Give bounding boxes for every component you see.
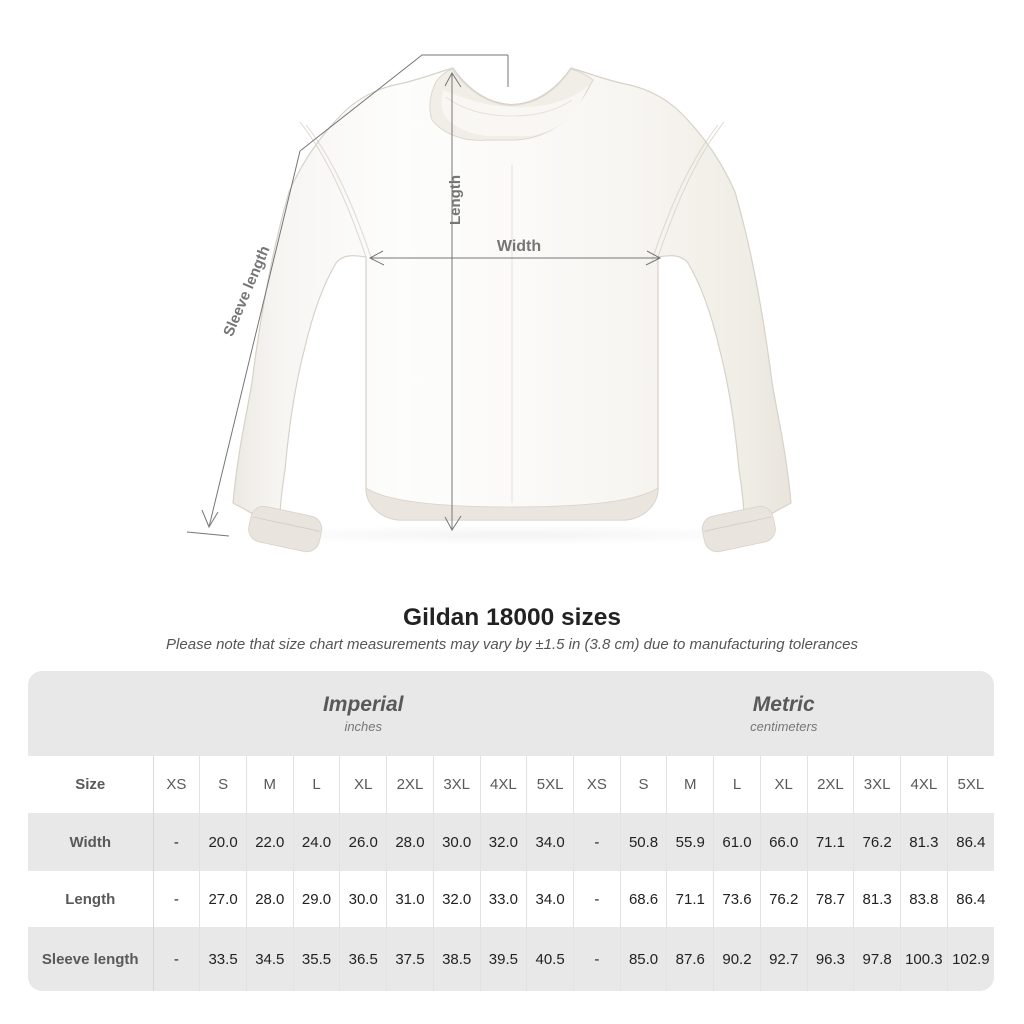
svg-text:Width: Width <box>497 238 541 255</box>
svg-text:Length: Length <box>447 175 464 225</box>
